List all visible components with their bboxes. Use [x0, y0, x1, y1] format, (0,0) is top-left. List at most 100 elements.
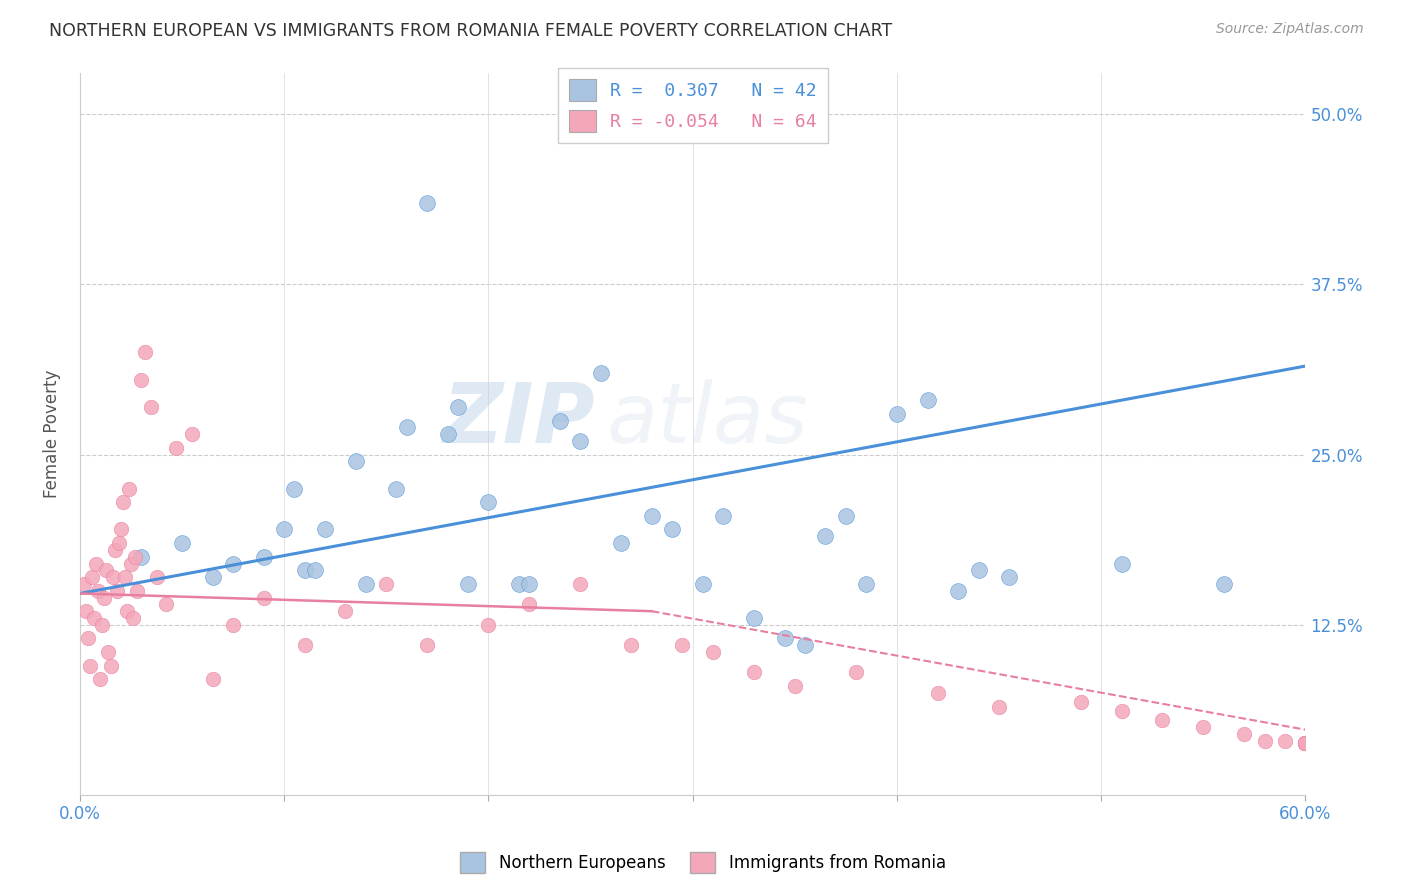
Point: [83, 611, 105, 625]
Point: [508, 577, 530, 591]
Point: [845, 665, 868, 680]
Point: [97, 645, 120, 659]
Point: [589, 366, 612, 380]
Point: [569, 434, 592, 448]
Point: [1111, 557, 1133, 571]
Point: [129, 373, 152, 387]
Text: atlas: atlas: [607, 379, 808, 460]
Point: [395, 420, 418, 434]
Point: [294, 563, 316, 577]
Point: [814, 529, 837, 543]
Point: [253, 549, 276, 564]
Point: [84, 557, 107, 571]
Point: [222, 557, 245, 571]
Text: ZIP: ZIP: [441, 379, 595, 460]
Point: [77, 632, 100, 646]
Point: [998, 570, 1021, 584]
Point: [201, 673, 224, 687]
Point: [692, 577, 714, 591]
Point: [96, 563, 118, 577]
Point: [416, 638, 439, 652]
Point: [447, 400, 470, 414]
Point: [304, 563, 326, 577]
Point: [927, 686, 949, 700]
Point: [314, 523, 336, 537]
Point: [93, 591, 115, 605]
Point: [89, 673, 111, 687]
Point: [1294, 736, 1316, 750]
Point: [125, 583, 148, 598]
Point: [1192, 720, 1215, 734]
Point: [354, 577, 377, 591]
Point: [294, 638, 316, 652]
Point: [155, 598, 177, 612]
Legend: R =  0.307   N = 42, R = -0.054   N = 64: R = 0.307 N = 42, R = -0.054 N = 64: [558, 68, 828, 143]
Point: [477, 617, 499, 632]
Text: NORTHERN EUROPEAN VS IMMIGRANTS FROM ROMANIA FEMALE POVERTY CORRELATION CHART: NORTHERN EUROPEAN VS IMMIGRANTS FROM ROM…: [49, 22, 893, 40]
Point: [610, 536, 633, 550]
Point: [114, 570, 136, 584]
Point: [967, 563, 990, 577]
Point: [134, 345, 156, 359]
Point: [702, 645, 724, 659]
Point: [641, 508, 664, 523]
Point: [115, 604, 138, 618]
Point: [118, 482, 141, 496]
Point: [253, 591, 276, 605]
Point: [222, 617, 245, 632]
Point: [75, 604, 97, 618]
Point: [1233, 727, 1256, 741]
Point: [73, 577, 96, 591]
Point: [416, 195, 439, 210]
Point: [711, 508, 734, 523]
Point: [517, 577, 540, 591]
Point: [129, 549, 152, 564]
Point: [1294, 736, 1316, 750]
Point: [661, 523, 683, 537]
Point: [120, 557, 142, 571]
Point: [855, 577, 877, 591]
Point: [104, 542, 127, 557]
Point: [886, 407, 908, 421]
Point: [165, 441, 187, 455]
Point: [477, 495, 499, 509]
Point: [917, 393, 939, 408]
Point: [457, 577, 479, 591]
Point: [122, 611, 145, 625]
Point: [110, 523, 132, 537]
Point: [273, 523, 295, 537]
Point: [385, 482, 408, 496]
Point: [100, 658, 122, 673]
Point: [1294, 736, 1316, 750]
Point: [742, 611, 765, 625]
Point: [436, 427, 458, 442]
Point: [101, 570, 124, 584]
Point: [283, 482, 305, 496]
Point: [1152, 713, 1174, 727]
Point: [946, 583, 969, 598]
Point: [141, 400, 163, 414]
Point: [671, 638, 693, 652]
Point: [620, 638, 643, 652]
Point: [87, 583, 110, 598]
Point: [569, 577, 592, 591]
Point: [988, 699, 1011, 714]
Point: [1294, 736, 1316, 750]
Point: [1294, 736, 1316, 750]
Point: [170, 536, 193, 550]
Point: [181, 427, 204, 442]
Point: [201, 570, 224, 584]
Point: [111, 495, 134, 509]
Point: [1274, 733, 1296, 747]
Point: [1253, 733, 1275, 747]
Point: [91, 617, 114, 632]
Point: [82, 570, 104, 584]
Point: [517, 598, 540, 612]
Point: [124, 549, 146, 564]
Point: [344, 454, 367, 468]
Point: [742, 665, 765, 680]
Point: [107, 536, 129, 550]
Point: [146, 570, 169, 584]
Point: [1111, 704, 1133, 718]
Point: [335, 604, 357, 618]
